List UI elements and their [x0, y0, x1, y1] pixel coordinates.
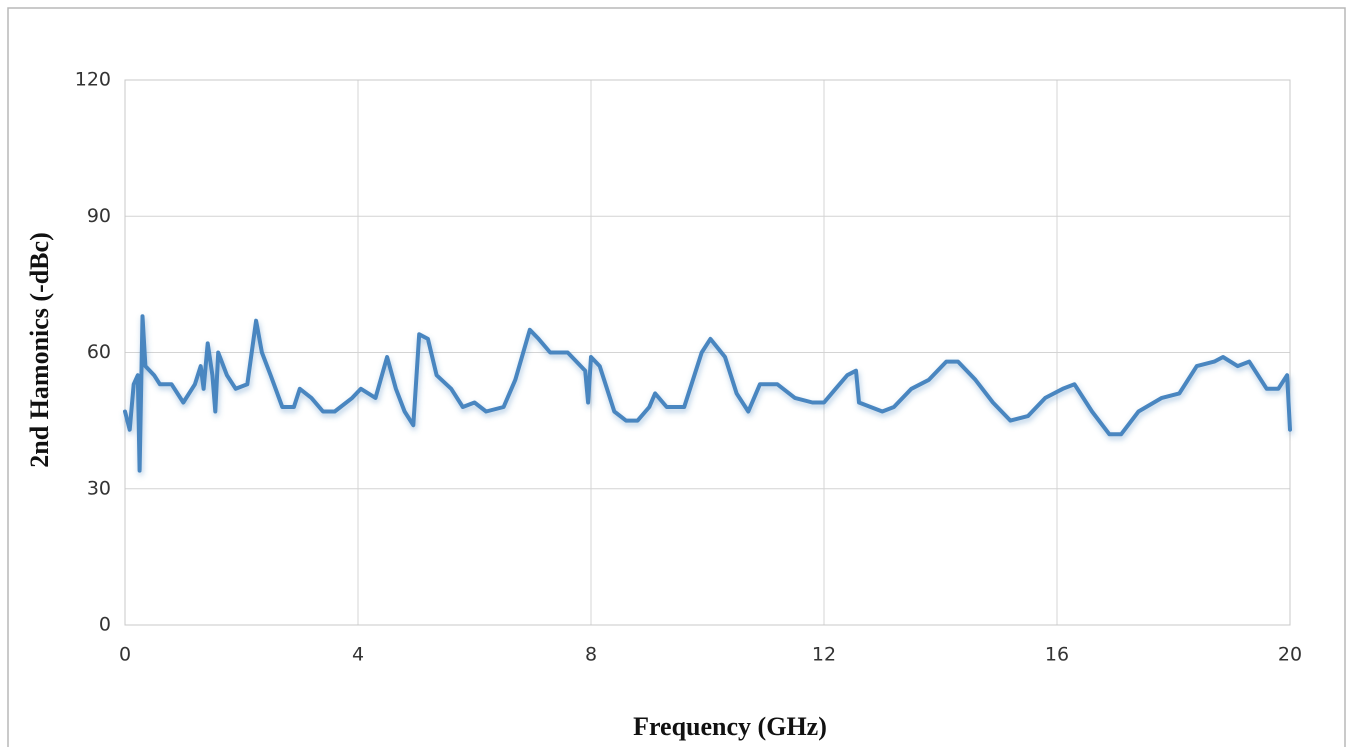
plot-border	[124, 79, 1291, 626]
y-tick-label: 90	[87, 205, 111, 227]
x-axis-label: Frequency (GHz)	[633, 712, 827, 741]
x-tick-label: 16	[1045, 644, 1069, 666]
x-tick-label: 20	[1278, 644, 1302, 666]
x-tick-label: 8	[585, 644, 597, 666]
x-tick-label: 4	[352, 644, 364, 666]
y-axis-label: 2nd Hamonics (-dBc)	[25, 232, 54, 467]
x-tick-label: 12	[812, 644, 836, 666]
y-tick-label: 30	[87, 477, 111, 499]
y-tick-label: 0	[99, 614, 111, 636]
data-line	[123, 314, 1292, 473]
y-tick-label: 60	[87, 341, 111, 363]
frame	[7, 7, 1346, 747]
x-tick-label: 0	[119, 644, 131, 666]
y-tick-label: 120	[75, 69, 111, 91]
